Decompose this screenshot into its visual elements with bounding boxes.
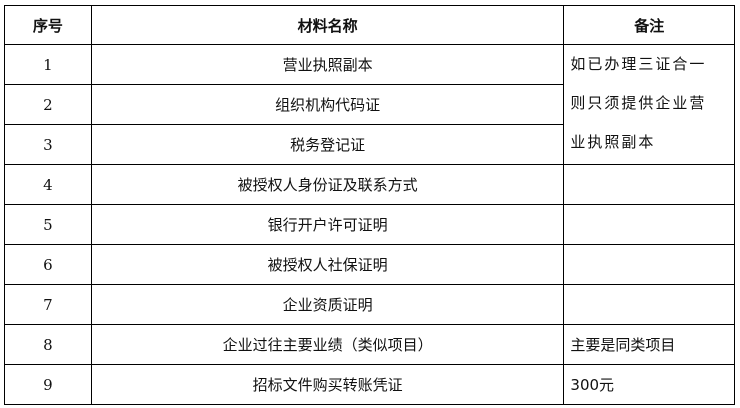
table-row: 4 被授权人身份证及联系方式 bbox=[4, 164, 735, 205]
materials-table: 序号 材料名称 备注 1 营业执照副本 如已办理三证合一 则只须提供企业营 业执… bbox=[4, 5, 735, 405]
row-index: 2 bbox=[4, 84, 92, 125]
table-row: 3 税务登记证 bbox=[4, 124, 735, 165]
row-index: 3 bbox=[4, 124, 92, 165]
note-line: 业执照副本 bbox=[570, 133, 656, 151]
row-note: 300元 bbox=[563, 364, 735, 405]
note-line: 如已办理三证合一 bbox=[570, 55, 707, 73]
header-row: 序号 材料名称 备注 bbox=[4, 5, 735, 45]
row-name: 企业过往主要业绩（类似项目） bbox=[90, 324, 565, 365]
table-row: 8 企业过往主要业绩（类似项目） 主要是同类项目 bbox=[4, 324, 735, 365]
row-index: 1 bbox=[4, 44, 92, 85]
row-name: 税务登记证 bbox=[90, 124, 565, 165]
row-name: 银行开户许可证明 bbox=[90, 204, 565, 245]
row-note bbox=[563, 284, 735, 325]
row-index: 9 bbox=[4, 364, 92, 405]
row-name: 企业资质证明 bbox=[90, 284, 565, 325]
table-row: 1 营业执照副本 如已办理三证合一 则只须提供企业营 业执照副本 bbox=[4, 44, 735, 165]
row-index: 6 bbox=[4, 244, 92, 285]
row-name: 被授权人社保证明 bbox=[90, 244, 565, 285]
table-row: 9 招标文件购买转账凭证 300元 bbox=[4, 364, 735, 405]
row-index: 5 bbox=[4, 204, 92, 245]
table-row: 7 企业资质证明 bbox=[4, 284, 735, 325]
note-line: 则只须提供企业营 bbox=[570, 94, 707, 112]
header-name: 材料名称 bbox=[90, 5, 565, 45]
table-row: 6 被授权人社保证明 bbox=[4, 244, 735, 285]
row-name: 被授权人身份证及联系方式 bbox=[90, 164, 565, 205]
table-row: 5 银行开户许可证明 bbox=[4, 204, 735, 245]
row-name: 组织机构代码证 bbox=[90, 84, 565, 125]
header-note: 备注 bbox=[563, 5, 735, 45]
row-note bbox=[563, 204, 735, 245]
row-index: 8 bbox=[4, 324, 92, 365]
row-index: 7 bbox=[4, 284, 92, 325]
row-note: 主要是同类项目 bbox=[563, 324, 735, 365]
header-index: 序号 bbox=[4, 5, 92, 45]
row-name: 招标文件购买转账凭证 bbox=[90, 364, 565, 405]
row-note bbox=[563, 164, 735, 205]
row-name: 营业执照副本 bbox=[90, 44, 565, 85]
row-index: 4 bbox=[4, 164, 92, 205]
row-note bbox=[563, 244, 735, 285]
merged-note: 如已办理三证合一 则只须提供企业营 业执照副本 bbox=[563, 44, 735, 165]
